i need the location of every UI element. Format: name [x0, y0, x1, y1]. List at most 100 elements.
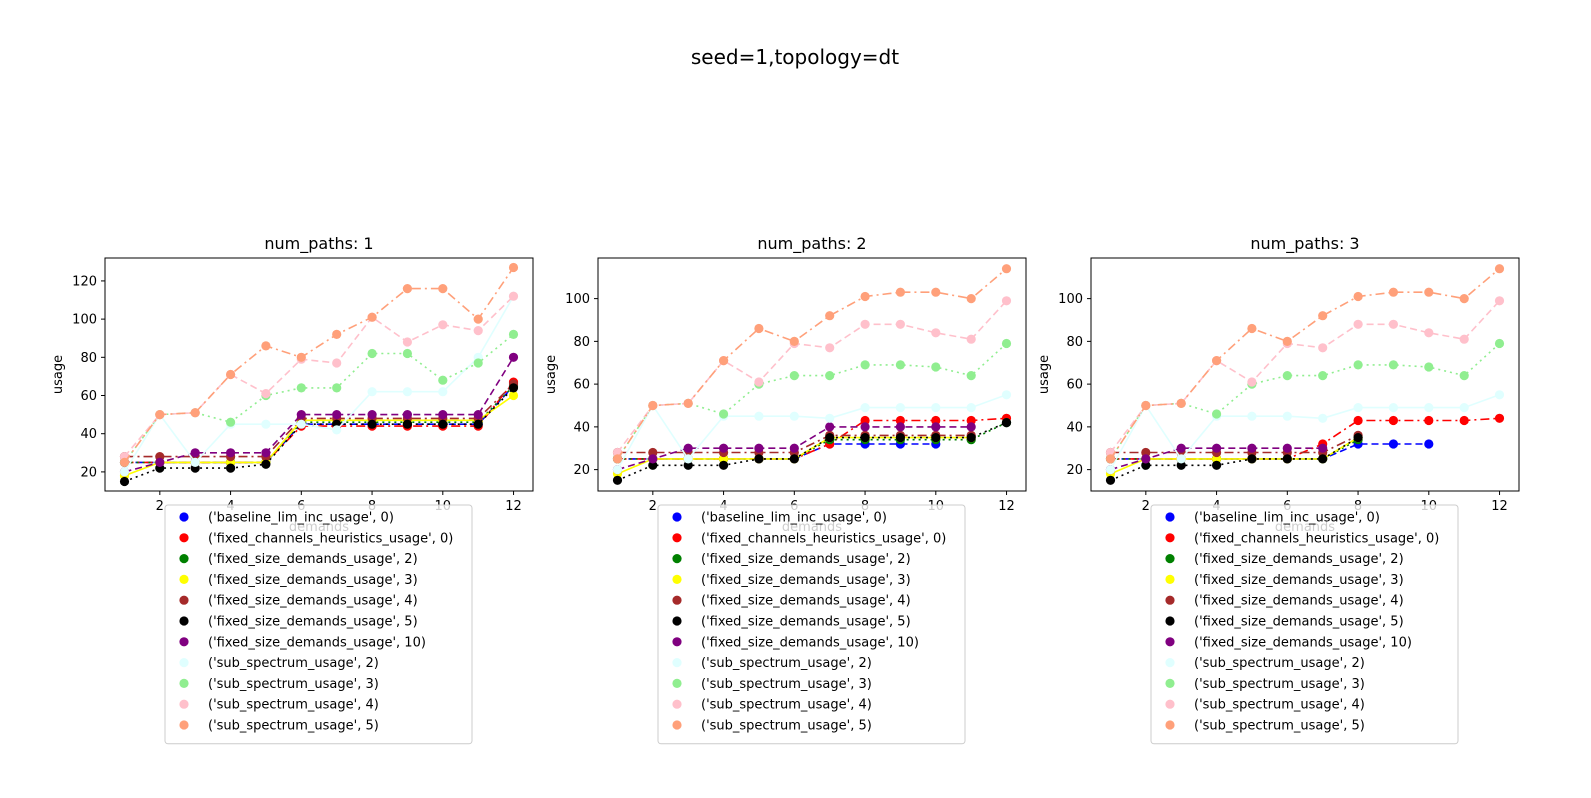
y-tick-label: 100	[565, 292, 590, 307]
data-point	[332, 425, 342, 435]
series	[612, 418, 1012, 464]
data-point	[825, 371, 835, 381]
chart-title: num_paths: 2	[757, 234, 866, 254]
data-point	[754, 323, 764, 334]
data-point	[226, 448, 236, 458]
y-axis-label: usage	[1037, 355, 1052, 394]
legend-marker	[179, 658, 189, 668]
legend-marker	[1165, 554, 1175, 564]
y-tick-label: 40	[1066, 420, 1083, 435]
legend-marker	[179, 699, 189, 709]
legend-entry: ('sub_spectrum_usage', 4)	[701, 698, 872, 713]
data-point	[155, 457, 165, 467]
legend-marker	[672, 574, 682, 585]
data-point	[473, 419, 483, 429]
series	[612, 439, 941, 464]
data-point	[119, 457, 130, 467]
legend-entry: ('baseline_lim_inc_usage', 0)	[208, 511, 394, 526]
plot-area-frame	[597, 257, 1027, 492]
data-point	[473, 326, 483, 336]
data-point	[612, 475, 623, 485]
data-point	[1176, 443, 1186, 453]
data-point	[402, 284, 412, 294]
legend-marker	[672, 658, 682, 668]
data-point	[1388, 287, 1398, 297]
data-point	[1212, 356, 1222, 366]
legend-marker	[179, 720, 189, 730]
chart-title: num_paths: 3	[1250, 234, 1359, 254]
legend: ('baseline_lim_inc_usage', 0) ('fixed_cha…	[1150, 504, 1459, 745]
data-point	[648, 447, 658, 458]
data-point	[931, 415, 941, 426]
data-point	[473, 314, 483, 324]
legend-entry: ('fixed_size_demands_usage', 3)	[1194, 573, 1404, 588]
data-point	[1141, 447, 1151, 458]
data-point	[931, 422, 941, 432]
data-point	[860, 403, 870, 413]
data-point	[1176, 398, 1186, 408]
data-point	[1494, 296, 1505, 306]
y-tick-label: 60	[573, 378, 590, 393]
legend: ('baseline_lim_inc_usage', 0) ('fixed_cha…	[164, 504, 473, 745]
series	[1105, 439, 1434, 464]
y-tick-label: 40	[573, 420, 590, 435]
data-point	[1001, 390, 1012, 400]
data-point	[825, 343, 835, 353]
x-tick-label: 12	[998, 499, 1015, 514]
legend-entry: ('sub_spectrum_usage', 5)	[1194, 719, 1365, 734]
series	[1105, 390, 1505, 475]
data-point	[508, 329, 519, 339]
data-point	[1212, 454, 1222, 464]
data-point	[648, 460, 658, 470]
data-point	[754, 443, 764, 453]
data-point	[1247, 411, 1257, 421]
series	[612, 390, 1012, 475]
legend-entry: ('sub_spectrum_usage', 4)	[208, 698, 379, 713]
data-point	[1282, 443, 1292, 453]
data-point	[1424, 362, 1434, 372]
legend-entry: ('fixed_size_demands_usage', 2)	[208, 552, 418, 567]
data-point	[1318, 311, 1328, 321]
series	[119, 383, 519, 487]
series-line	[124, 383, 515, 458]
y-axis-label: usage	[544, 355, 559, 394]
series-line	[1110, 443, 1429, 460]
data-point	[296, 383, 306, 393]
data-point	[966, 415, 976, 426]
legend-marker	[672, 595, 682, 605]
data-point	[1001, 296, 1012, 306]
data-point	[683, 460, 693, 470]
data-point	[367, 348, 377, 359]
data-point	[1494, 413, 1505, 423]
figure-title: seed=1,topology=dt	[691, 45, 899, 69]
y-tick-label: 40	[80, 427, 97, 442]
series-line	[124, 356, 515, 473]
data-point	[296, 419, 306, 429]
data-point	[860, 422, 870, 432]
data-point	[190, 457, 200, 467]
data-point	[473, 358, 483, 368]
legend-marker	[672, 637, 682, 647]
legend-entry: ('fixed_channels_heuristics_usage', 0)	[1194, 531, 1439, 546]
series	[119, 291, 519, 477]
data-point	[1459, 415, 1469, 426]
legend-entry: ('fixed_size_demands_usage', 10)	[1194, 635, 1412, 650]
data-point	[931, 433, 941, 443]
data-point	[825, 433, 835, 443]
legend-entry: ('sub_spectrum_usage', 5)	[208, 719, 379, 734]
data-point	[1459, 334, 1469, 344]
series-line	[616, 268, 1008, 460]
data-point	[789, 443, 799, 453]
data-point	[1141, 460, 1151, 470]
data-point	[895, 403, 906, 413]
legend-entry: ('sub_spectrum_usage', 5)	[701, 719, 872, 734]
series-line	[124, 387, 515, 483]
data-point	[261, 389, 271, 399]
data-point	[860, 291, 870, 302]
y-tick-label: 60	[1066, 378, 1083, 393]
data-point	[1247, 454, 1257, 464]
data-point	[438, 284, 448, 294]
data-point	[825, 413, 835, 423]
data-point	[931, 362, 941, 372]
data-point	[1388, 403, 1398, 413]
